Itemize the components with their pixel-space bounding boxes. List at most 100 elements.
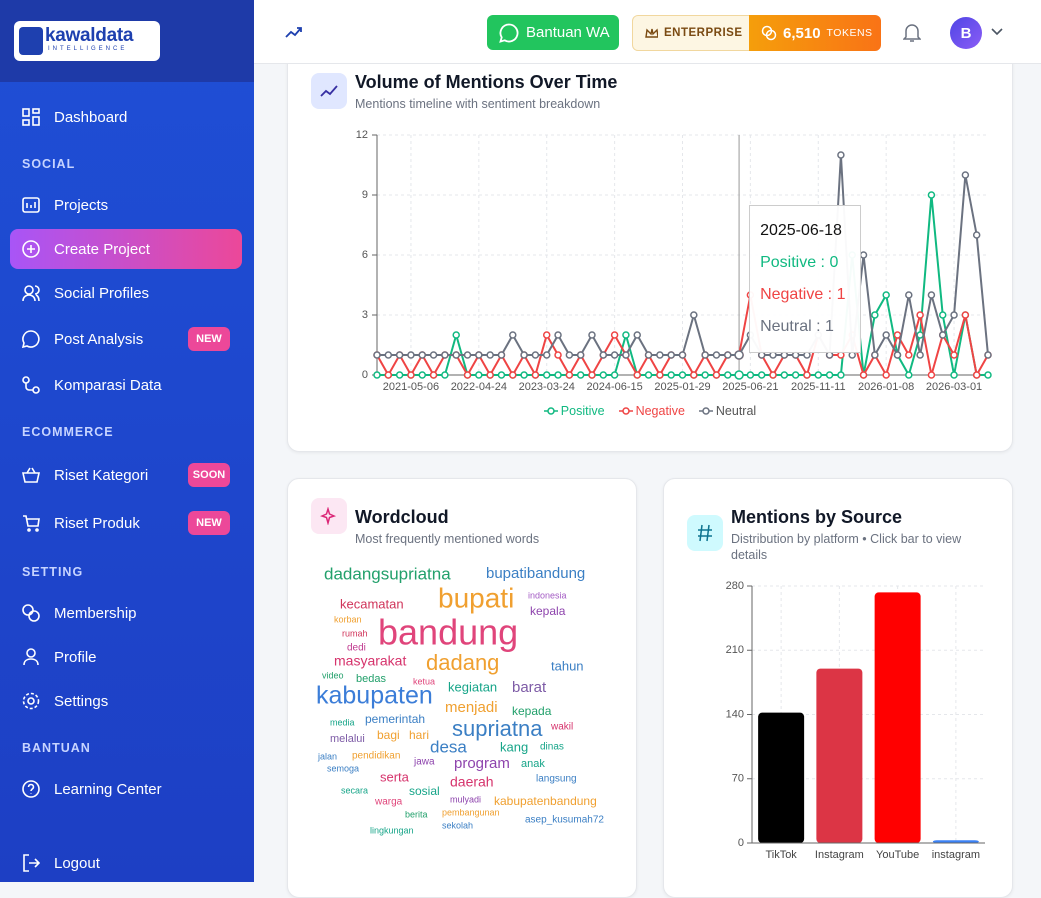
wa-button[interactable]: Bantuan WA (487, 15, 619, 50)
plan-badge[interactable]: ENTERPRISE (632, 15, 750, 51)
section-label: ECOMMERCE (22, 425, 114, 439)
nav-item[interactable]: Learning Center (0, 769, 254, 809)
point (916, 331, 924, 339)
point (622, 351, 630, 359)
icon (22, 240, 40, 258)
point (905, 291, 913, 299)
nav-item[interactable]: Dashboard (0, 97, 254, 137)
word: asep_kusumah72 (525, 815, 604, 826)
x-tick-label: YouTube (876, 849, 919, 861)
nav-item[interactable]: Komparasi Data (0, 365, 254, 405)
logo-area: kawaldata INTELLIGENCE (0, 0, 254, 82)
point (667, 371, 675, 379)
legend-symbol (698, 407, 713, 415)
point (599, 371, 608, 379)
tokens-badge[interactable]: 6,510 TOKENS (749, 15, 881, 51)
word: hari (409, 728, 429, 742)
point (554, 371, 562, 379)
word: indonesia (528, 590, 567, 600)
nav-item[interactable]: Projects (0, 185, 254, 225)
point (961, 311, 970, 319)
point (927, 371, 936, 379)
tooltip-date: 2025-06-18 (760, 222, 842, 239)
word: kepada (512, 704, 552, 718)
legend-item[interactable]: Neutral (698, 404, 756, 418)
section-label: BANTUAN (22, 741, 91, 755)
card-subtitle: Distribution by platform • Click bar to … (731, 532, 962, 562)
point (395, 351, 404, 359)
word: secara (341, 785, 368, 795)
word: bedas (356, 673, 386, 685)
plan-label: ENTERPRISE (664, 27, 743, 39)
word: pemerintah (365, 712, 425, 726)
bar[interactable] (932, 840, 979, 843)
icon (698, 524, 712, 542)
x-tick-label: 2021-05-06 (383, 381, 439, 393)
nav-item[interactable]: Logout (0, 843, 254, 883)
nav-item[interactable]: Membership (0, 593, 254, 633)
point (882, 331, 890, 339)
word: supriatna (452, 716, 543, 741)
legend-item[interactable]: Negative (618, 404, 685, 418)
chevron[interactable] (991, 28, 1003, 36)
logo[interactable]: kawaldata INTELLIGENCE (14, 21, 160, 61)
legend-symbol (543, 407, 558, 415)
trend-icon[interactable] (285, 25, 303, 39)
bar[interactable] (758, 712, 805, 843)
nav-item[interactable]: Profile (0, 637, 254, 677)
bell-icon[interactable] (903, 23, 921, 43)
nav-item[interactable]: Settings (0, 681, 254, 721)
nav-label: Post Analysis (54, 330, 144, 348)
word: bagi (377, 728, 400, 742)
point (905, 351, 913, 359)
icon (320, 507, 337, 525)
point (927, 191, 936, 199)
nav-item[interactable]: Riset Produk NEW (0, 503, 254, 543)
word: barat (512, 679, 547, 696)
icon (23, 854, 40, 872)
y-tick-label: 210 (726, 644, 744, 656)
nav-item[interactable]: Create Project (0, 229, 254, 269)
point (724, 371, 732, 379)
point (429, 371, 438, 379)
nav-item[interactable]: Post Analysis NEW (0, 319, 254, 359)
point (599, 351, 608, 359)
point (384, 371, 393, 379)
nav-label: Riset Kategori (54, 466, 149, 484)
point (509, 371, 517, 379)
icon (22, 197, 40, 213)
point (734, 370, 744, 380)
point (633, 331, 641, 339)
icon (320, 85, 338, 97)
coins-icon (761, 25, 777, 41)
point (463, 371, 472, 379)
nav-item[interactable]: Social Profiles (0, 273, 254, 313)
section-label: SOCIAL (22, 157, 76, 171)
word: dadangsupriatna (324, 564, 451, 583)
point (542, 351, 551, 359)
legend-label: Positive (560, 404, 605, 418)
legend-symbol (618, 407, 633, 415)
point (429, 351, 438, 359)
bar[interactable] (816, 668, 863, 843)
x-tick-label: 2026-03-01 (926, 381, 982, 393)
avatar[interactable]: B (950, 17, 982, 49)
point (384, 351, 393, 359)
word: wakil (550, 722, 573, 733)
word: kabupatenbandung (494, 794, 597, 808)
point (576, 351, 585, 359)
word: kang (500, 739, 528, 754)
point (690, 311, 698, 319)
icon (22, 780, 40, 798)
nav-item[interactable]: Riset Kategori SOON (0, 455, 254, 495)
bar[interactable] (874, 592, 921, 843)
point (520, 371, 528, 379)
nav-label: Learning Center (54, 780, 162, 798)
badge: NEW (188, 511, 230, 535)
legend-item[interactable]: Positive (543, 404, 605, 418)
card-icon (687, 515, 723, 551)
point (893, 331, 902, 339)
point (644, 371, 653, 379)
x-tick-label: 2022-04-24 (451, 381, 507, 393)
